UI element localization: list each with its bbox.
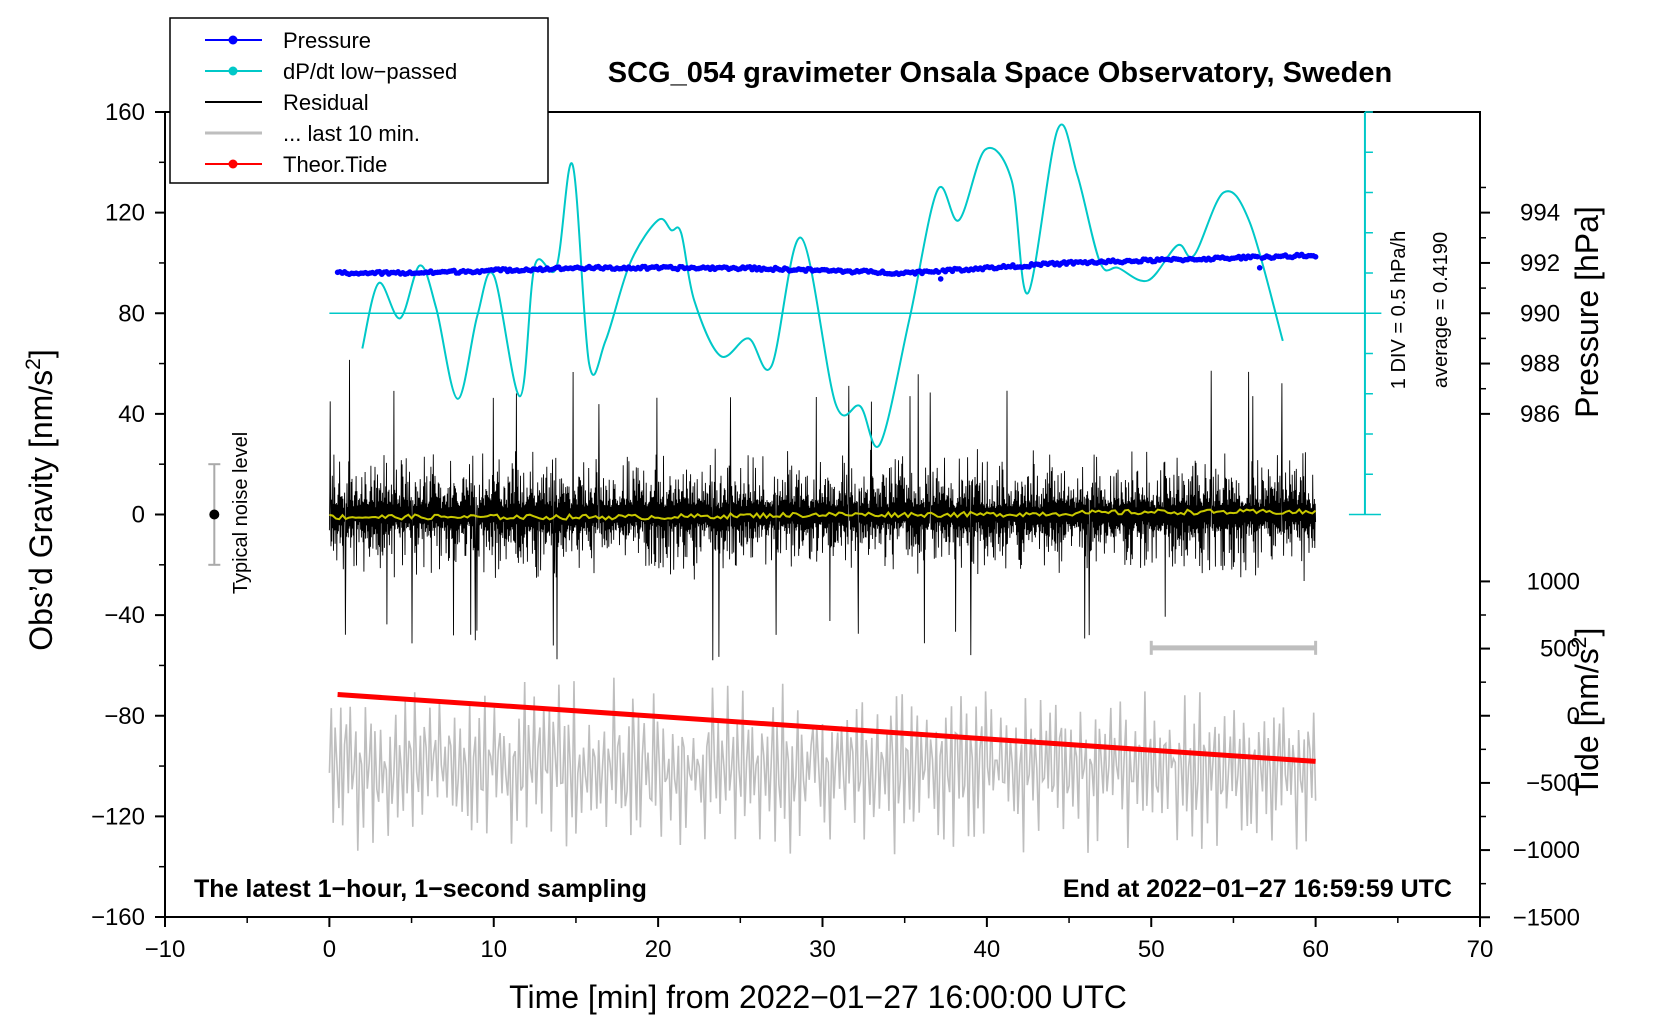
chart-title: SCG_054 gravimeter Onsala Space Observat… <box>608 57 1392 89</box>
annotation-layer: Pressure dP/dt low−passed Residual ... last… <box>169 17 1381 655</box>
y-tick-label: 120 <box>105 200 145 227</box>
legend-label: dP/dt low−passed <box>283 59 457 84</box>
last-10-min-series <box>328 677 1317 855</box>
pressure-tick-label: 990 <box>1520 300 1560 327</box>
tide-tick-label: −1500 <box>1513 904 1580 931</box>
dpdt-division-label: 1 DIV = 0.5 hPa/h <box>1388 231 1410 389</box>
x-tick-label: 70 <box>1467 936 1494 963</box>
legend-label: Theor.Tide <box>283 152 387 177</box>
residual-series <box>328 359 1317 661</box>
x-tick-label: 20 <box>645 936 672 963</box>
legend-marker <box>228 35 238 45</box>
legend: Pressure dP/dt low−passed Residual ... last… <box>169 17 549 184</box>
tide-tick-label: −500 <box>1526 770 1580 797</box>
tide-tick-label: −1000 <box>1513 837 1580 864</box>
pressure-tick-label: 994 <box>1520 200 1560 227</box>
theor-tide-series <box>337 692 1316 764</box>
legend-marker <box>228 159 238 169</box>
x-tick-label: 0 <box>323 936 336 963</box>
axes-layer: −10 0 10 20 30 40 50 60 70 −160 −120 −80 −40 0 40 80 120… <box>91 99 1580 963</box>
x-tick-label: −10 <box>145 936 186 963</box>
legend-label: ... last 10 min. <box>283 121 420 146</box>
y-axis-label-pressure: Pressure [hPa] <box>1569 206 1605 418</box>
y-tick-label: 160 <box>105 99 145 126</box>
y-tick-label: −120 <box>91 803 145 830</box>
pressure-point <box>1256 265 1263 271</box>
residual-smoothed-series <box>329 508 1317 521</box>
pressure-point <box>1312 253 1319 260</box>
y-tick-label: −80 <box>104 703 145 730</box>
annotation-end-time: End at 2022−01−27 16:59:59 UTC <box>1063 875 1452 903</box>
x-tick-label: 30 <box>809 936 836 963</box>
noise-bar-center <box>209 509 220 520</box>
pressure-tick-label: 992 <box>1520 250 1560 277</box>
x-tick-label: 10 <box>480 936 507 963</box>
pressure-point <box>935 269 942 276</box>
annotation-latest-hour: The latest 1−hour, 1−second sampling <box>194 875 647 903</box>
y-tick-label: −160 <box>91 904 145 931</box>
y-tick-label: 80 <box>118 300 145 327</box>
pressure-series <box>334 251 1319 282</box>
x-tick-label: 40 <box>974 936 1001 963</box>
legend-box <box>169 17 549 184</box>
x-tick-label: 50 <box>1138 936 1165 963</box>
pressure-point <box>1254 253 1261 260</box>
noise-level-label: Typical noise level <box>230 432 252 594</box>
pressure-point <box>937 276 944 282</box>
pressure-tick-label: 986 <box>1520 401 1560 428</box>
x-axis-label: Time [min] from 2022−01−27 16:00:00 UTC <box>509 979 1127 1015</box>
y-axis-label-left: Obs’d Gravity [nm/s2] <box>22 349 59 651</box>
tide-tick-label: 1000 <box>1527 568 1580 595</box>
tide-tick-label: 500 <box>1540 636 1580 663</box>
legend-label: Pressure <box>283 28 371 53</box>
y-tick-label: 0 <box>132 502 145 529</box>
y-axis-label-tide: Tide [nm/s2] <box>1568 628 1605 797</box>
dpdt-series <box>361 123 1284 448</box>
y-tick-label: 40 <box>118 401 145 428</box>
tide-tick-label: 0 <box>1567 703 1580 730</box>
legend-marker <box>228 66 238 76</box>
data-layer <box>328 123 1382 855</box>
y-tick-label: −40 <box>104 602 145 629</box>
pressure-tick-label: 988 <box>1520 351 1560 378</box>
x-tick-label: 60 <box>1302 936 1329 963</box>
dpdt-average-label: average = 0.4190 <box>1430 232 1452 388</box>
legend-label: Residual <box>283 90 369 115</box>
